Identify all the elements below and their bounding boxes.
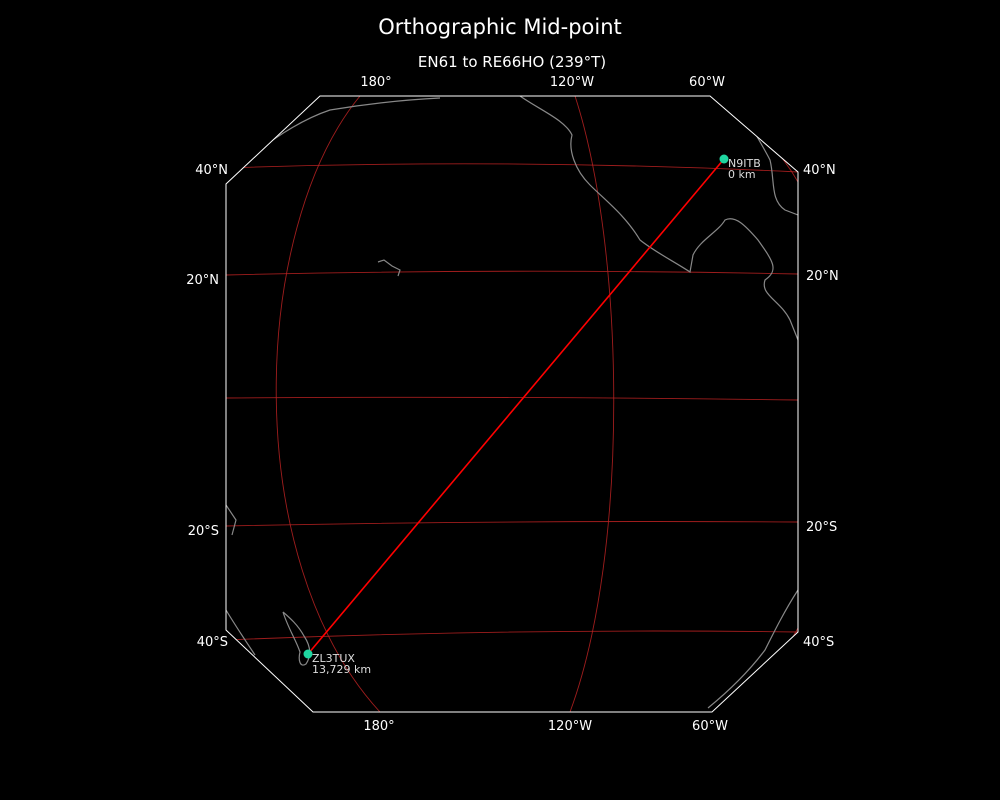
left-tick-40n: 40°N: [195, 163, 228, 178]
station-label-zl3tux: ZL3TUX: [312, 652, 355, 665]
meridian-180: [275, 96, 381, 712]
right-tick-20n: 20°N: [806, 269, 839, 284]
map-border: [225, 95, 799, 713]
map-subtitle: EN61 to RE66HO (239°T): [418, 53, 606, 71]
parallel-0: [226, 396, 798, 401]
station-distance-n9itb: 0 km: [728, 168, 756, 181]
parallel-20n: [226, 270, 798, 276]
coast-new-caledonia: [226, 504, 237, 536]
meridian-120w: [569, 96, 615, 712]
top-tick-120w: 120°W: [550, 75, 594, 90]
great-circle-path: [307, 158, 725, 655]
bottom-tick-60w: 60°W: [692, 719, 728, 734]
right-tick-40n: 40°N: [803, 163, 836, 178]
coast-australia-edge: [226, 609, 256, 656]
coast-north-america: [519, 96, 798, 341]
bottom-tick-120w: 120°W: [548, 719, 592, 734]
left-tick-20s: 20°S: [188, 524, 219, 539]
right-tick-40s: 40°S: [803, 635, 834, 650]
station-marker-n9itb[interactable]: [719, 154, 729, 164]
coast-north-america-east: [739, 96, 798, 216]
left-tick-20n: 20°N: [186, 273, 219, 288]
coast-alaska: [239, 97, 441, 166]
parallel-40s: [226, 630, 798, 641]
coastlines: [226, 96, 798, 709]
map-title: Orthographic Mid-point: [378, 15, 622, 39]
gridlines: [226, 96, 798, 712]
coast-new-zealand: [282, 611, 311, 666]
bottom-tick-180: 180°: [363, 719, 394, 734]
tick-labels: 180° 120°W 60°W 180° 120°W 60°W 40°N 20°…: [186, 75, 839, 734]
station-distance-zl3tux: 13,729 km: [312, 663, 371, 676]
map-body: [226, 96, 798, 712]
parallel-20s: [226, 521, 798, 527]
coast-south-america: [707, 589, 798, 709]
parallel-40n: [226, 163, 798, 173]
top-tick-60w: 60°W: [689, 75, 725, 90]
left-tick-40s: 40°S: [197, 635, 228, 650]
coast-hawaii: [377, 259, 401, 277]
station-label-n9itb: N9ITB: [728, 157, 761, 170]
top-tick-180: 180°: [360, 75, 391, 90]
right-tick-20s: 20°S: [806, 520, 837, 535]
station-marker-zl3tux[interactable]: [303, 649, 313, 659]
